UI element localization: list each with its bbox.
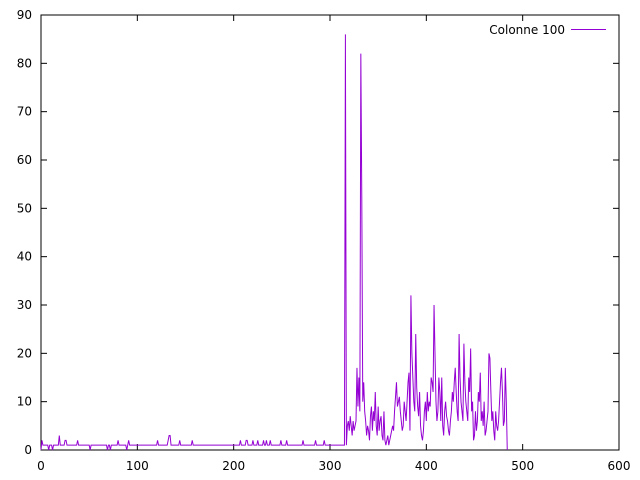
x-tick-label: 200 — [222, 459, 245, 473]
x-tick-label: 500 — [511, 459, 534, 473]
y-tick-label: 60 — [17, 153, 32, 167]
axis-ticks — [40, 14, 620, 451]
y-tick-label: 40 — [17, 250, 32, 264]
y-tick-label: 80 — [17, 56, 32, 70]
x-tick-label: 300 — [319, 459, 342, 473]
x-tick-label: 400 — [415, 459, 438, 473]
plot-area-frame — [40, 14, 620, 451]
y-tick-label: 50 — [17, 201, 32, 215]
y-tick-label: 30 — [17, 298, 32, 312]
axis-tick-labels: 0 100 200 300 400 500 600 0 10 20 30 40 50 60 70 80 90 — [17, 8, 631, 473]
legend-label: Colonne 100 — [489, 23, 565, 37]
x-tick-label: 0 — [37, 459, 45, 473]
y-tick-label: 20 — [17, 346, 32, 360]
legend: Colonne 100 — [489, 23, 606, 37]
series-line — [40, 34, 508, 451]
y-tick-label: 0 — [24, 443, 32, 457]
y-tick-label: 90 — [17, 8, 32, 22]
x-tick-label: 100 — [126, 459, 149, 473]
x-tick-label: 600 — [608, 459, 631, 473]
y-tick-label: 70 — [17, 105, 32, 119]
y-tick-label: 10 — [17, 395, 32, 409]
